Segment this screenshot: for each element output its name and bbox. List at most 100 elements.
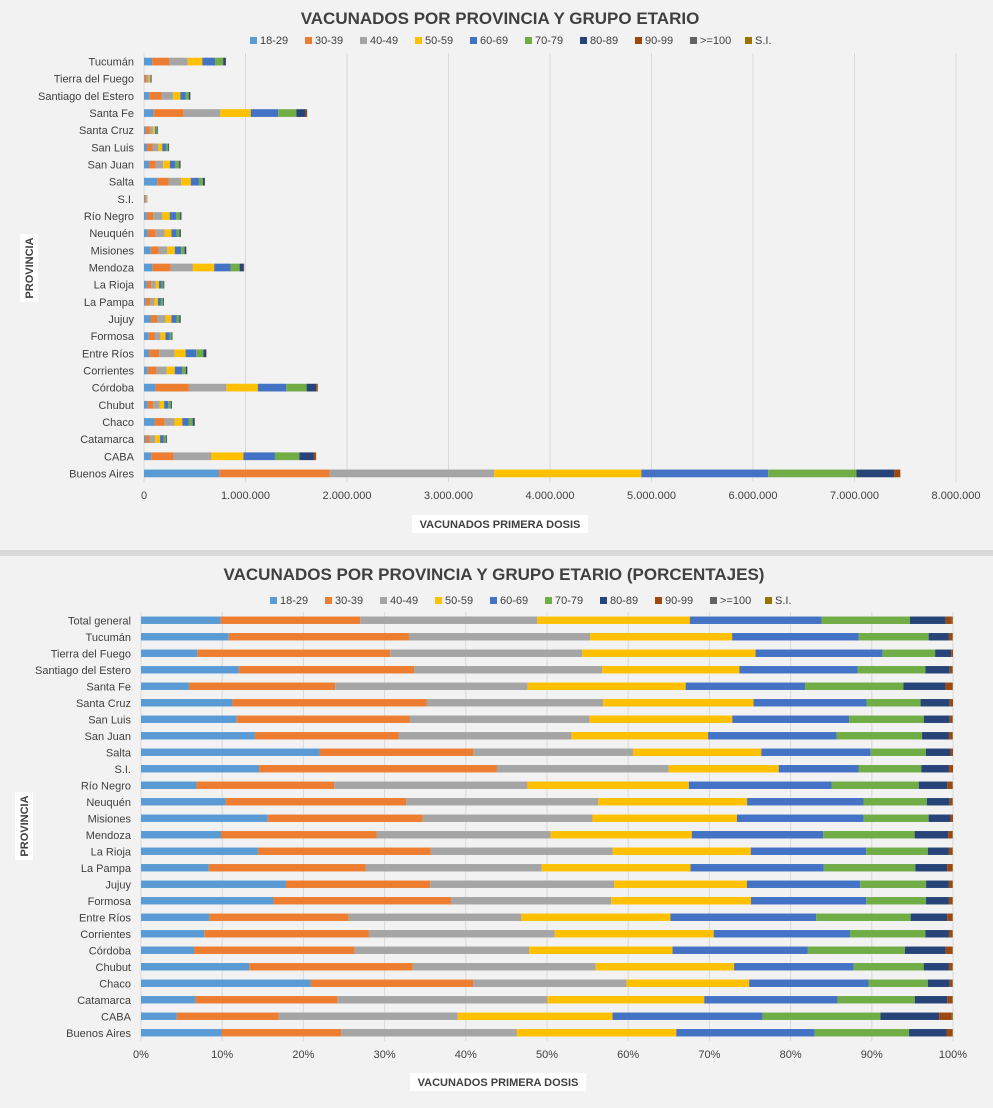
bar-segment — [821, 616, 910, 624]
bar-segment — [948, 930, 953, 938]
bar-segment — [185, 92, 189, 100]
bar-segment — [196, 781, 335, 789]
bar-segment — [952, 1012, 953, 1020]
bar-segment — [155, 160, 164, 169]
bar-segment — [144, 212, 147, 220]
x-tick-label: 4.000.000 — [526, 490, 575, 502]
y-category-label: La Rioja — [91, 846, 132, 858]
bar-segment — [285, 880, 431, 888]
bar-segment — [713, 930, 850, 938]
bar-segment — [145, 297, 150, 306]
bar-segment — [149, 126, 153, 135]
legend-label: 30-39 — [315, 35, 343, 47]
bar-segment — [858, 633, 929, 641]
bar-segment — [950, 814, 953, 822]
bar-segment — [158, 246, 168, 255]
bar-segment — [329, 469, 495, 478]
bar-segment — [169, 212, 177, 220]
y-axis-title-box — [15, 792, 33, 860]
bar-segment — [156, 366, 167, 375]
bar-segment — [185, 366, 188, 375]
bar-segment — [925, 666, 950, 674]
bar-segment — [160, 297, 163, 306]
bar-segment — [816, 913, 911, 921]
bar-segment — [948, 880, 953, 888]
legend-swatch — [250, 37, 257, 44]
bar-segment — [927, 847, 949, 855]
chart-percent: VACUNADOS POR PROVINCIA Y GRUPO ETARIO (… — [15, 565, 967, 1091]
bar-segment — [496, 765, 669, 773]
bar-segment — [805, 682, 904, 690]
bar-segment — [704, 996, 838, 1004]
bar-segment — [144, 469, 220, 478]
legend-swatch — [635, 37, 642, 44]
bar-segment — [144, 366, 148, 375]
bar-segment — [632, 748, 762, 756]
y-category-label: Misiones — [88, 813, 132, 825]
bar-segment — [589, 715, 733, 723]
bar-segment — [146, 280, 152, 289]
bar-segment — [947, 864, 953, 872]
bar-segment — [310, 979, 474, 987]
bar-segment — [590, 633, 733, 641]
bar-segment — [144, 418, 155, 426]
bar-segment — [190, 177, 199, 186]
bar-segment — [949, 798, 953, 806]
bar-segment — [457, 1012, 613, 1020]
bar-segment — [150, 74, 152, 83]
bar-segment — [949, 715, 953, 723]
bar-segment — [823, 831, 915, 839]
legend-label: 90-99 — [665, 595, 693, 607]
bar-segment — [939, 1012, 952, 1020]
legend-item: 40-49 — [360, 35, 398, 47]
bar-segment — [708, 732, 837, 740]
bar-segment — [144, 452, 152, 461]
bar-segment — [909, 1029, 947, 1037]
bar-segment — [232, 699, 427, 707]
bar-segment — [141, 963, 250, 971]
bar-segment — [751, 897, 867, 905]
y-category-label: Entre Ríos — [82, 348, 134, 360]
legend-label: 60-69 — [500, 595, 528, 607]
bar-segment — [144, 315, 151, 323]
y-category-label: Neuquén — [86, 797, 131, 809]
bar-segment — [144, 143, 148, 152]
bar-segment — [153, 400, 160, 409]
bar-segment — [430, 847, 613, 855]
bar-segment — [155, 383, 189, 392]
bar-segment — [603, 699, 754, 707]
x-tick-label: 70% — [698, 1049, 720, 1061]
y-category-label: S.I. — [117, 194, 134, 206]
bar-segment — [169, 57, 188, 66]
bar-segment — [150, 246, 159, 255]
bar-segment — [141, 1012, 177, 1020]
bar-segment — [163, 435, 167, 443]
bar-segment — [151, 452, 174, 461]
bar-segment — [690, 864, 824, 872]
legend-item: 18-29 — [270, 595, 308, 607]
bar-segment — [155, 280, 160, 289]
bar-segment — [739, 666, 858, 674]
y-category-label: Formosa — [91, 331, 135, 343]
bar-segment — [141, 946, 194, 954]
bar-segment — [414, 666, 602, 674]
bar-segment — [226, 383, 258, 392]
legend-item: 50-59 — [415, 35, 453, 47]
bar-segment — [221, 1029, 342, 1037]
bar-segment — [550, 831, 692, 839]
bar-segment — [923, 715, 950, 723]
y-category-label: San Juan — [85, 731, 131, 743]
bar-segment — [176, 212, 181, 220]
y-category-label: S.I. — [114, 764, 131, 776]
legend-swatch — [600, 597, 607, 604]
bar-segment — [171, 229, 177, 238]
bar-segment — [149, 160, 156, 169]
y-category-label: San Luis — [91, 142, 134, 154]
bar-segment — [951, 616, 953, 624]
bar-segment — [273, 897, 451, 905]
bar-segment — [175, 160, 180, 169]
bar-segment — [778, 765, 859, 773]
bar-segment — [144, 332, 149, 341]
bar-segment — [155, 229, 165, 238]
bar-segment — [948, 847, 953, 855]
